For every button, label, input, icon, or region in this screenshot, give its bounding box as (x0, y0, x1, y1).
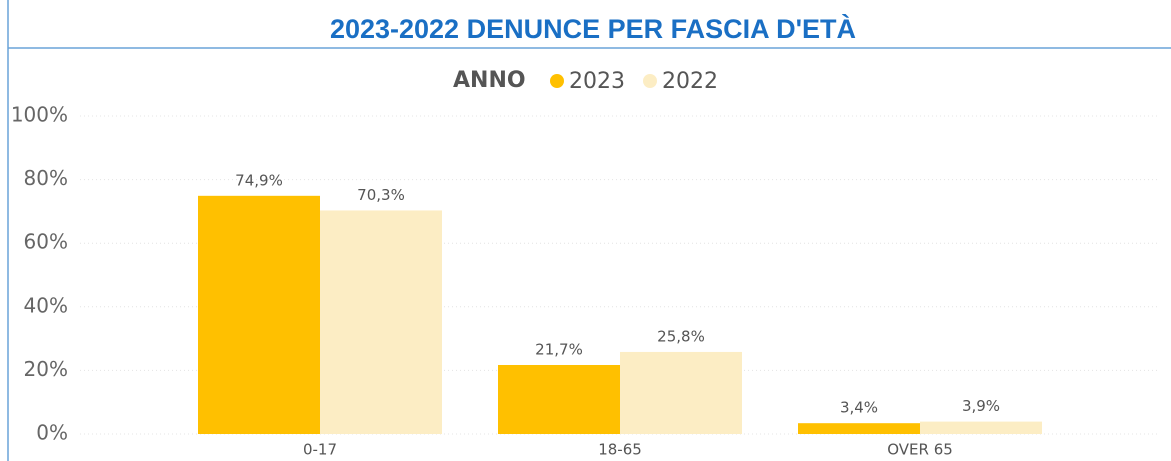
y-tick-label: 40% (24, 293, 68, 317)
data-label: 25,8% (657, 327, 705, 345)
bar (798, 423, 920, 434)
y-tick-label: 0% (36, 421, 68, 445)
x-tick-label: OVER 65 (887, 441, 953, 459)
legend-title: ANNO (453, 68, 526, 93)
data-label: 21,7% (535, 340, 583, 358)
legend-label: 2023 (569, 69, 625, 94)
data-label: 70,3% (357, 186, 405, 204)
y-tick-label: 100% (11, 103, 68, 127)
bar (920, 421, 1042, 434)
y-tick-label: 80% (24, 166, 68, 190)
data-label: 74,9% (235, 171, 283, 189)
bar (498, 364, 620, 434)
y-tick-label: 20% (24, 357, 68, 381)
bar (198, 195, 320, 434)
legend-label: 2022 (662, 69, 718, 94)
bar (620, 351, 742, 434)
chart-title: 2023-2022 DENUNCE PER FASCIA D'ETÀ (330, 13, 856, 44)
bar (320, 210, 442, 434)
x-tick-label: 18-65 (598, 441, 642, 459)
legend-swatch (643, 74, 657, 88)
data-label: 3,4% (840, 399, 878, 417)
data-label: 3,9% (962, 397, 1000, 415)
x-tick-label: 0-17 (303, 441, 337, 459)
y-tick-label: 60% (24, 230, 68, 254)
legend-swatch (550, 74, 564, 88)
